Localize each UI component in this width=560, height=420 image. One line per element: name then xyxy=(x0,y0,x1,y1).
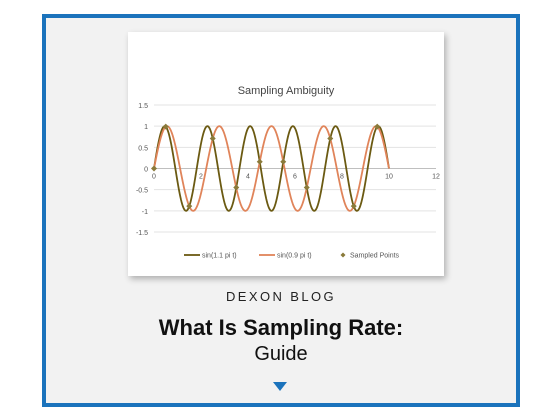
sampled-point xyxy=(233,184,240,191)
sampled-point xyxy=(327,135,334,142)
sampled-point xyxy=(280,158,287,165)
sampled-point xyxy=(186,203,193,210)
legend-label: sin(0.9 pi t) xyxy=(277,253,312,260)
sampled-point xyxy=(350,203,357,210)
y-tick-label: 1 xyxy=(144,124,148,131)
sampled-point xyxy=(209,135,216,142)
chart-title: Sampling Ambiguity xyxy=(238,85,335,97)
x-tick-label: 8 xyxy=(340,174,344,181)
article-subtitle[interactable]: Guide xyxy=(254,343,308,365)
x-tick-labels: 0 2 4 6 8 10 12 xyxy=(152,174,440,181)
legend-swatch xyxy=(340,252,346,258)
y-tick-labels: 1.5 1 0.5 0 -0.5 -1 -1.5 xyxy=(136,103,148,237)
down-triangle-icon[interactable] xyxy=(273,382,287,391)
legend-label: Sampled Points xyxy=(350,253,400,260)
y-tick-label: -0.5 xyxy=(136,188,148,195)
series-line xyxy=(153,125,390,212)
y-tick-label: 1.5 xyxy=(138,103,148,110)
blog-label: DEXON BLOG xyxy=(226,289,336,304)
chart-legend: sin(1.1 pi t) sin(0.9 pi t) Sampled Points xyxy=(184,252,400,260)
y-tick-label: -1 xyxy=(142,209,148,216)
x-tick-label: 6 xyxy=(293,174,297,181)
sampled-point xyxy=(151,165,157,172)
y-tick-label: 0 xyxy=(144,167,148,174)
series-line xyxy=(153,125,390,212)
y-tick-label: 0.5 xyxy=(138,145,148,152)
x-tick-label: 2 xyxy=(199,174,203,181)
sampled-point xyxy=(162,123,169,130)
chart-image: Sampling Ambiguity 1.5 1 0.5 0 -0.5 -1 -1.5 0 2… xyxy=(128,32,444,276)
article-title[interactable]: What Is Sampling Rate: xyxy=(158,315,404,340)
sampling-chart: Sampling Ambiguity 1.5 1 0.5 0 -0.5 -1 -1.5 0 2… xyxy=(136,85,440,260)
sampled-point xyxy=(256,158,263,165)
x-tick-label: 12 xyxy=(432,174,440,181)
series-lines xyxy=(153,125,390,212)
sampled-points xyxy=(151,123,381,210)
x-tick-label: 0 xyxy=(152,174,156,181)
blog-card[interactable]: Sampling Ambiguity 1.5 1 0.5 0 -0.5 -1 -1.5 0 2… xyxy=(42,14,520,407)
legend-label: sin(1.1 pi t) xyxy=(202,253,237,260)
x-tick-label: 10 xyxy=(385,174,393,181)
sampled-point xyxy=(374,123,381,130)
y-tick-label: -1.5 xyxy=(136,230,148,237)
x-tick-label: 4 xyxy=(246,174,250,181)
sampled-point xyxy=(303,184,310,191)
